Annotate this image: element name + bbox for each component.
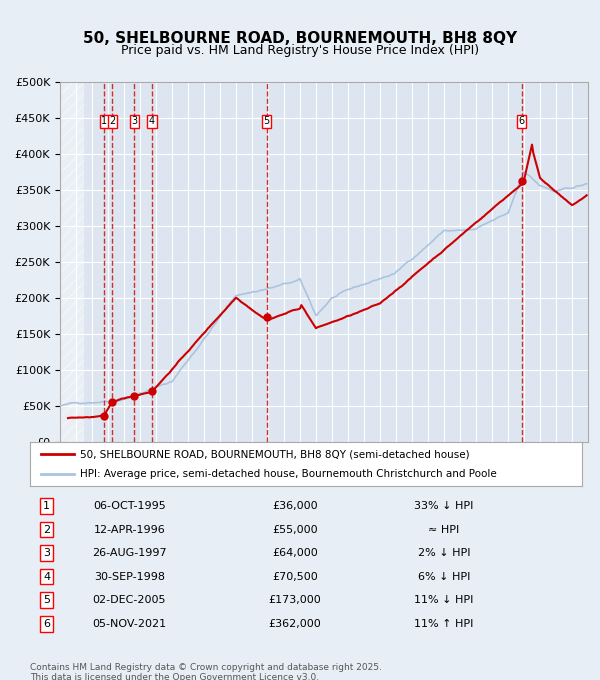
Text: 02-DEC-2005: 02-DEC-2005 — [92, 595, 166, 605]
Text: 3: 3 — [43, 548, 50, 558]
Text: 2: 2 — [43, 524, 50, 534]
Text: 6: 6 — [43, 619, 50, 629]
Text: 05-NOV-2021: 05-NOV-2021 — [92, 619, 166, 629]
Text: Contains HM Land Registry data © Crown copyright and database right 2025.
This d: Contains HM Land Registry data © Crown c… — [30, 663, 382, 680]
Text: 30-SEP-1998: 30-SEP-1998 — [94, 572, 165, 581]
Text: 11% ↓ HPI: 11% ↓ HPI — [415, 595, 473, 605]
Text: 2% ↓ HPI: 2% ↓ HPI — [418, 548, 470, 558]
Text: £173,000: £173,000 — [269, 595, 322, 605]
Text: 6: 6 — [518, 116, 524, 126]
Text: £362,000: £362,000 — [269, 619, 322, 629]
Text: 1: 1 — [101, 116, 107, 126]
Text: ≈ HPI: ≈ HPI — [428, 524, 460, 534]
Text: 5: 5 — [43, 595, 50, 605]
Text: 11% ↑ HPI: 11% ↑ HPI — [415, 619, 473, 629]
Text: 12-APR-1996: 12-APR-1996 — [94, 524, 165, 534]
Text: 33% ↓ HPI: 33% ↓ HPI — [415, 501, 473, 511]
Text: £55,000: £55,000 — [272, 524, 318, 534]
Text: 6% ↓ HPI: 6% ↓ HPI — [418, 572, 470, 581]
Bar — [60, 82, 84, 442]
Text: 3: 3 — [131, 116, 137, 126]
Text: HPI: Average price, semi-detached house, Bournemouth Christchurch and Poole: HPI: Average price, semi-detached house,… — [80, 469, 496, 479]
Text: 50, SHELBOURNE ROAD, BOURNEMOUTH, BH8 8QY (semi-detached house): 50, SHELBOURNE ROAD, BOURNEMOUTH, BH8 8Q… — [80, 449, 469, 460]
Text: 4: 4 — [43, 572, 50, 581]
Text: £36,000: £36,000 — [272, 501, 318, 511]
Text: 5: 5 — [263, 116, 270, 126]
Text: Price paid vs. HM Land Registry's House Price Index (HPI): Price paid vs. HM Land Registry's House … — [121, 44, 479, 57]
Text: 50, SHELBOURNE ROAD, BOURNEMOUTH, BH8 8QY: 50, SHELBOURNE ROAD, BOURNEMOUTH, BH8 8Q… — [83, 31, 517, 46]
Text: 1: 1 — [43, 501, 50, 511]
Text: £64,000: £64,000 — [272, 548, 318, 558]
Text: £70,500: £70,500 — [272, 572, 318, 581]
Text: 2: 2 — [109, 116, 116, 126]
Text: 26-AUG-1997: 26-AUG-1997 — [92, 548, 167, 558]
Text: 4: 4 — [149, 116, 155, 126]
Text: 06-OCT-1995: 06-OCT-1995 — [93, 501, 166, 511]
